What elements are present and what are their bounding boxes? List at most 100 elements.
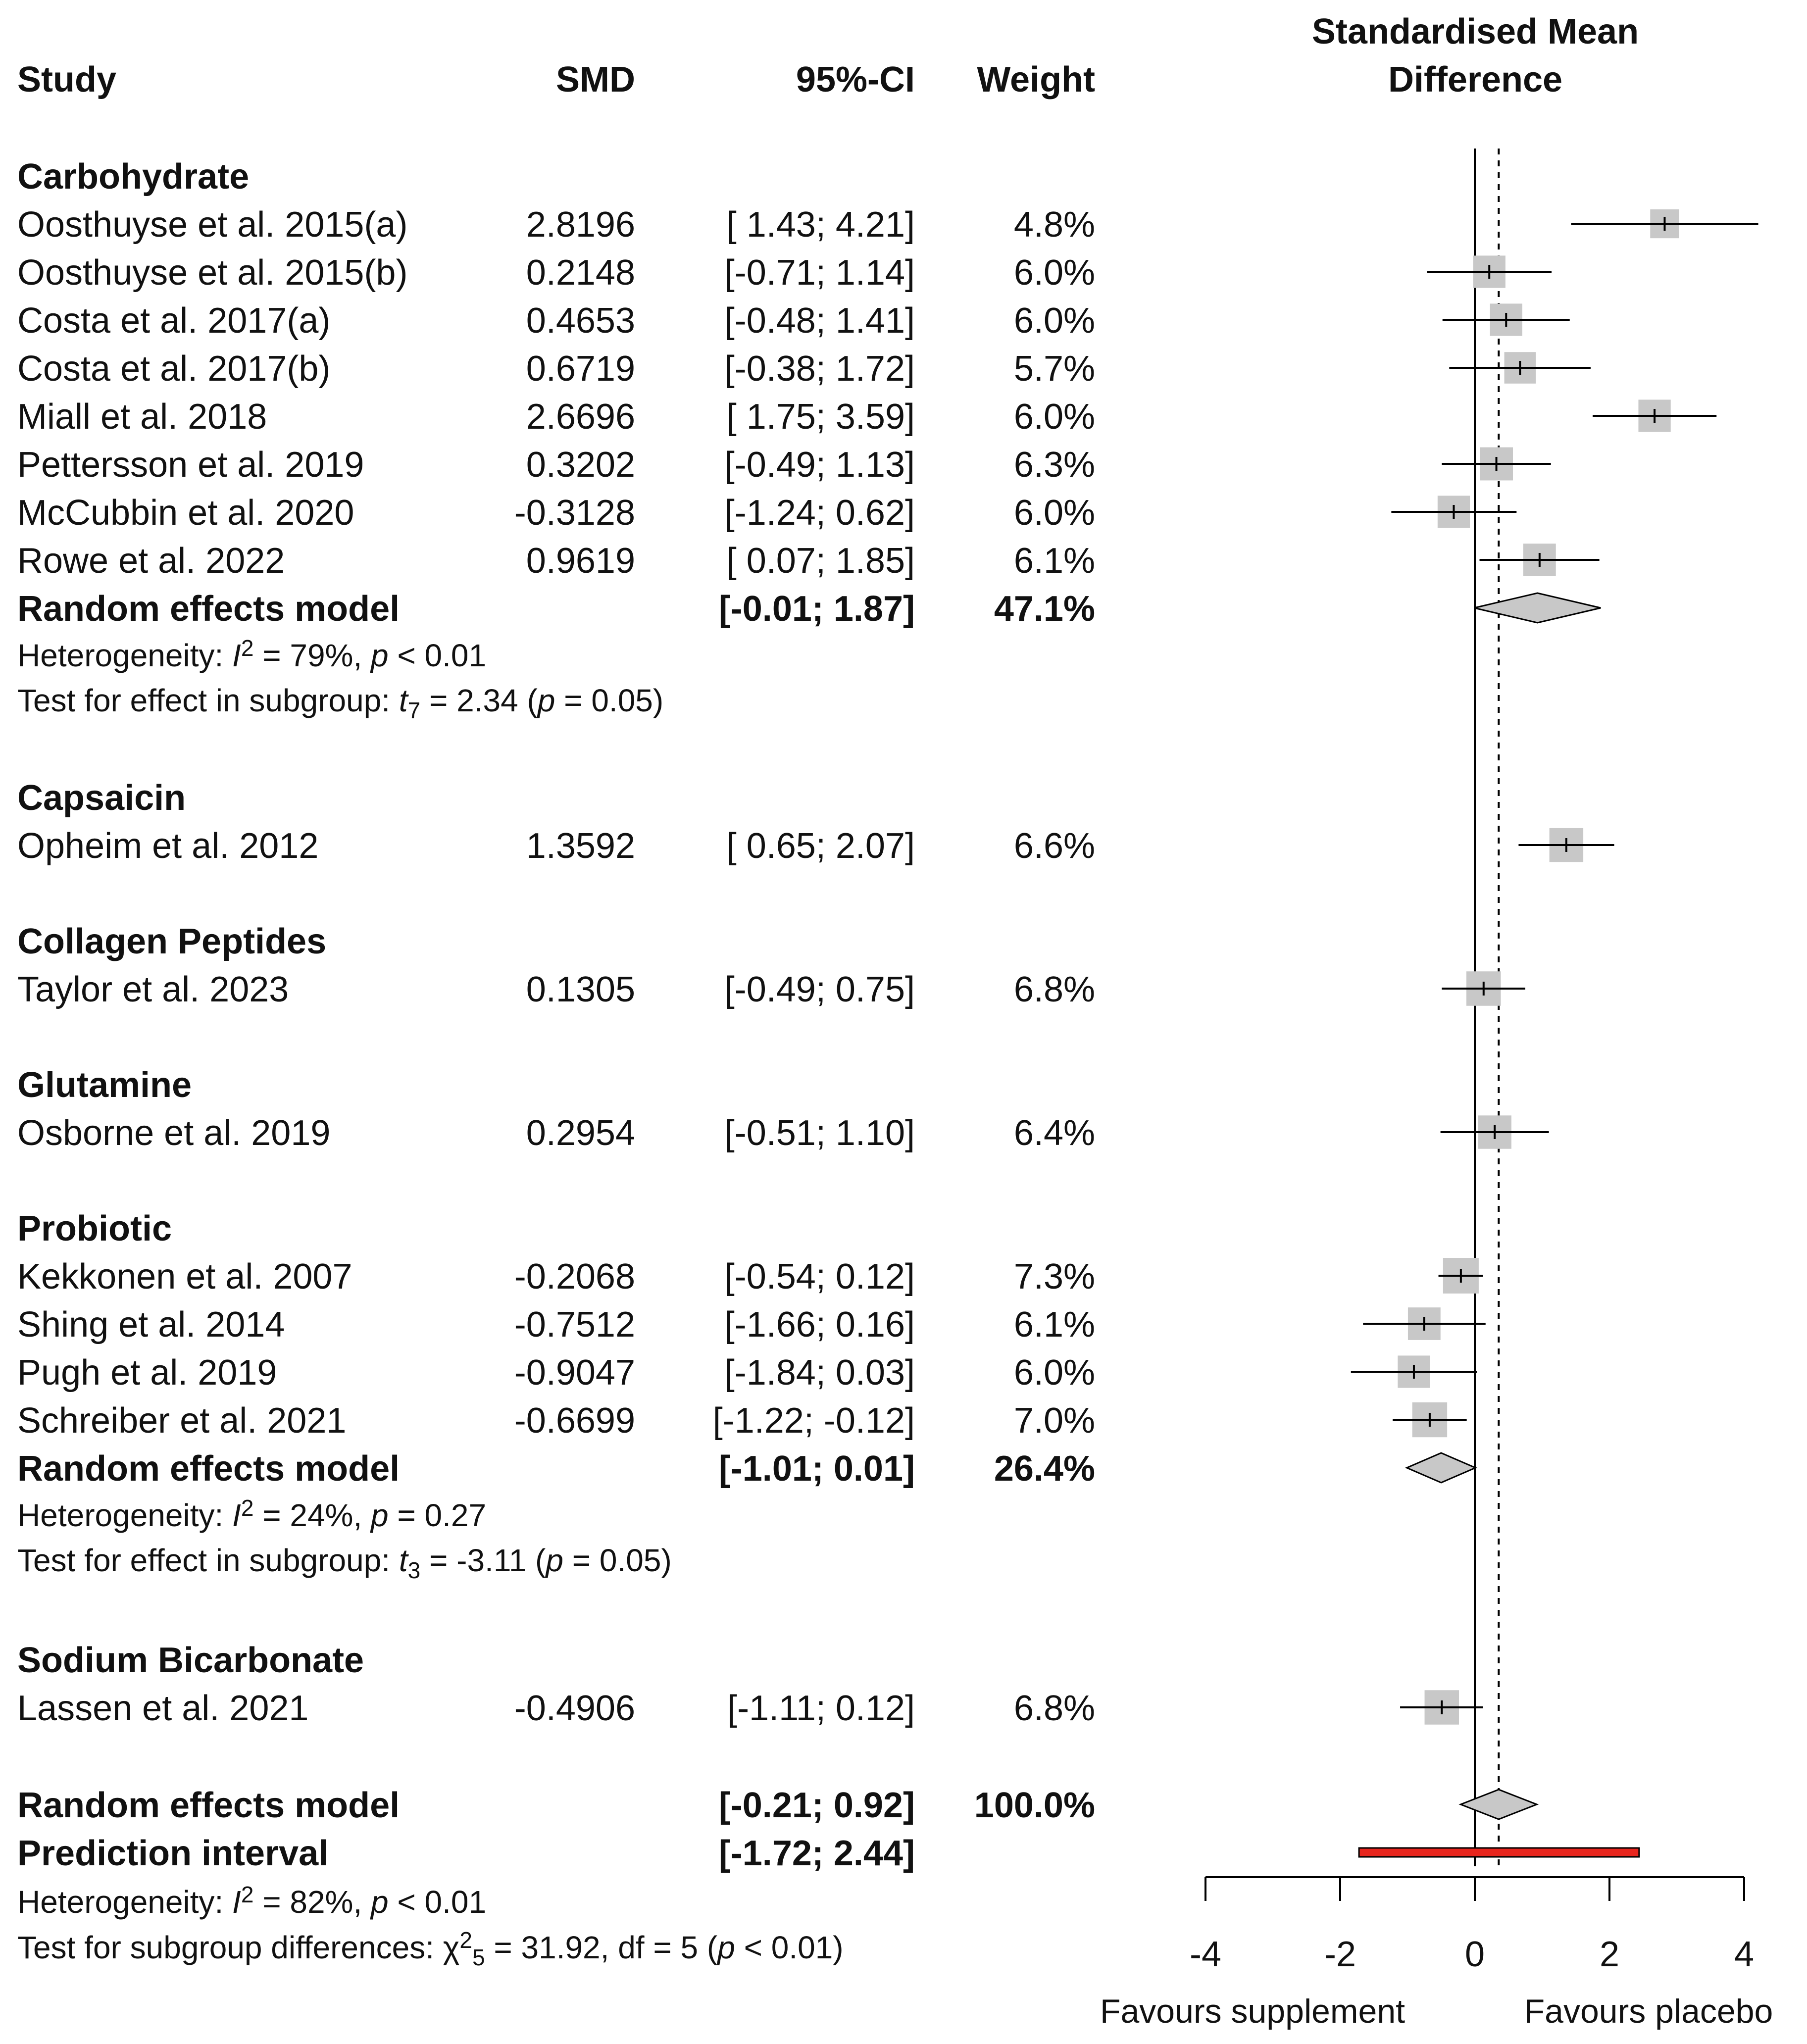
subgroup-test-part: p <box>545 1543 563 1578</box>
study-smd: -0.6699 <box>514 1401 635 1441</box>
study-smd: 1.3592 <box>526 826 635 866</box>
study-name: Shing et al. 2014 <box>17 1305 285 1345</box>
prediction-label: Prediction interval <box>17 1834 328 1873</box>
study-name: Miall et al. 2018 <box>17 397 267 437</box>
x-tick-label: -4 <box>1190 1935 1221 1974</box>
overall-heterogeneity-part: I <box>232 1884 241 1920</box>
group-header: Capsaicin <box>17 778 186 818</box>
study-smd: 0.1305 <box>526 970 635 1009</box>
study-weight: 4.8% <box>1014 205 1095 245</box>
study-ci: [-0.48; 1.41] <box>725 301 915 341</box>
favours-right-label: Favours placebo <box>1524 1993 1773 2030</box>
overall-subgroup-test: Test for subgroup differences: χ25 = 31.… <box>17 1927 844 1970</box>
overall-subgroup-test-part: p <box>716 1930 735 1965</box>
study-smd: 0.4653 <box>526 301 635 341</box>
overall-heterogeneity: Heterogeneity: I2 = 82%, p < 0.01 <box>17 1882 486 1920</box>
subgroup-test-part: Test for effect in subgroup: <box>17 683 399 718</box>
study-smd: 0.6719 <box>526 349 635 389</box>
study-ci: [-0.49; 0.75] <box>725 970 915 1009</box>
subgroup-heterogeneity: Heterogeneity: I2 = 24%, p = 0.27 <box>17 1495 486 1533</box>
study-ci: [-0.49; 1.13] <box>725 445 915 485</box>
subgroup-model-diamond <box>1405 1452 1478 1484</box>
overall-model-weight: 100.0% <box>974 1786 1095 1825</box>
subgroup-test-part: Test for effect in subgroup: <box>17 1543 399 1578</box>
header-smd: SMD <box>556 60 635 100</box>
subgroup-model-ci: [-1.01; 0.01] <box>719 1449 915 1489</box>
header-study: Study <box>17 60 116 100</box>
subgroup-model-label: Random effects model <box>17 589 400 629</box>
study-name: Lassen et al. 2021 <box>17 1689 308 1728</box>
study-ci: [ 0.65; 2.07] <box>727 826 915 866</box>
study-name: Oosthuyse et al. 2015(b) <box>17 253 407 293</box>
study-ci: [-1.11; 0.12] <box>727 1689 915 1728</box>
overall-subgroup-test-part: 2 <box>459 1927 472 1953</box>
study-name: Costa et al. 2017(a) <box>17 301 330 341</box>
overall-model-diamond <box>1458 1789 1539 1820</box>
study-weight: 6.0% <box>1014 1353 1095 1393</box>
subgroup-test: Test for effect in subgroup: t3 = -3.11 … <box>17 1543 672 1583</box>
subgroup-model-diamond <box>1474 592 1601 624</box>
subgroup-heterogeneity-part: p <box>370 1497 389 1533</box>
overall-subgroup-test-part: 5 <box>472 1944 485 1970</box>
favours-left-label: Favours supplement <box>1100 1993 1405 2030</box>
x-tick-label: 4 <box>1734 1935 1754 1974</box>
study-weight: 6.4% <box>1014 1113 1095 1153</box>
overall-subgroup-test-part: χ <box>443 1930 460 1965</box>
subgroup-heterogeneity-part: = 0.27 <box>389 1497 487 1533</box>
subgroup-heterogeneity-part: 2 <box>241 635 254 661</box>
study-weight: 6.8% <box>1014 1689 1095 1728</box>
study-smd: 0.9619 <box>526 541 635 581</box>
axis-title-line2: Difference <box>1388 60 1562 100</box>
study-smd: -0.9047 <box>514 1353 635 1393</box>
study-weight: 7.0% <box>1014 1401 1095 1441</box>
overall-heterogeneity-part: Heterogeneity: <box>17 1884 232 1920</box>
group-header: Collagen Peptides <box>17 922 326 961</box>
overall-heterogeneity-part: < 0.01 <box>389 1884 487 1920</box>
subgroup-heterogeneity-part: Heterogeneity: <box>17 638 232 673</box>
study-weight: 6.1% <box>1014 541 1095 581</box>
study-smd: -0.2068 <box>514 1257 635 1296</box>
overall-subgroup-test-part: Test for subgroup differences: <box>17 1930 443 1965</box>
subgroup-test-part: p <box>537 683 555 718</box>
subgroup-heterogeneity-part: I <box>232 638 241 673</box>
study-weight: 6.1% <box>1014 1305 1095 1345</box>
study-name: Schreiber et al. 2021 <box>17 1401 346 1441</box>
study-ci: [-1.24; 0.62] <box>725 493 915 533</box>
study-name: Kekkonen et al. 2007 <box>17 1257 352 1296</box>
study-ci: [-1.22; -0.12] <box>713 1401 915 1441</box>
study-name: Costa et al. 2017(b) <box>17 349 330 389</box>
study-ci: [ 1.43; 4.21] <box>727 205 915 245</box>
study-weight: 7.3% <box>1014 1257 1095 1296</box>
study-weight: 6.0% <box>1014 253 1095 293</box>
study-ci: [ 0.07; 1.85] <box>727 541 915 581</box>
subgroup-test-part: 7 <box>408 698 421 723</box>
study-name: Rowe et al. 2022 <box>17 541 285 581</box>
study-ci: [-1.66; 0.16] <box>725 1305 915 1345</box>
study-ci: [-0.54; 0.12] <box>725 1257 915 1296</box>
study-weight: 6.8% <box>1014 970 1095 1009</box>
overall-heterogeneity-part: 2 <box>241 1882 254 1907</box>
subgroup-test-part: 3 <box>408 1557 421 1583</box>
subgroup-test-part: t <box>399 683 409 718</box>
overall-heterogeneity-part: p <box>370 1884 389 1920</box>
study-name: Oosthuyse et al. 2015(a) <box>17 205 407 245</box>
subgroup-heterogeneity-part: I <box>232 1497 241 1533</box>
subgroup-test-part: = 0.05) <box>563 1543 672 1578</box>
study-weight: 6.3% <box>1014 445 1095 485</box>
subgroup-model-weight: 47.1% <box>994 589 1095 629</box>
study-smd: 2.8196 <box>526 205 635 245</box>
x-tick-label: -2 <box>1324 1935 1356 1974</box>
subgroup-heterogeneity-part: < 0.01 <box>389 638 487 673</box>
study-ci: [-0.71; 1.14] <box>725 253 915 293</box>
overall-subgroup-test-part: < 0.01) <box>735 1930 844 1965</box>
header-ci: 95%-CI <box>796 60 915 100</box>
subgroup-heterogeneity-part: 2 <box>241 1495 254 1521</box>
subgroup-test: Test for effect in subgroup: t7 = 2.34 (… <box>17 683 663 723</box>
group-header: Probiotic <box>17 1209 172 1248</box>
study-smd: 0.2148 <box>526 253 635 293</box>
subgroup-heterogeneity-part: Heterogeneity: <box>17 1497 232 1533</box>
overall-model-label: Random effects model <box>17 1786 400 1825</box>
subgroup-heterogeneity-part: = 79%, <box>253 638 371 673</box>
study-ci: [-0.38; 1.72] <box>725 349 915 389</box>
